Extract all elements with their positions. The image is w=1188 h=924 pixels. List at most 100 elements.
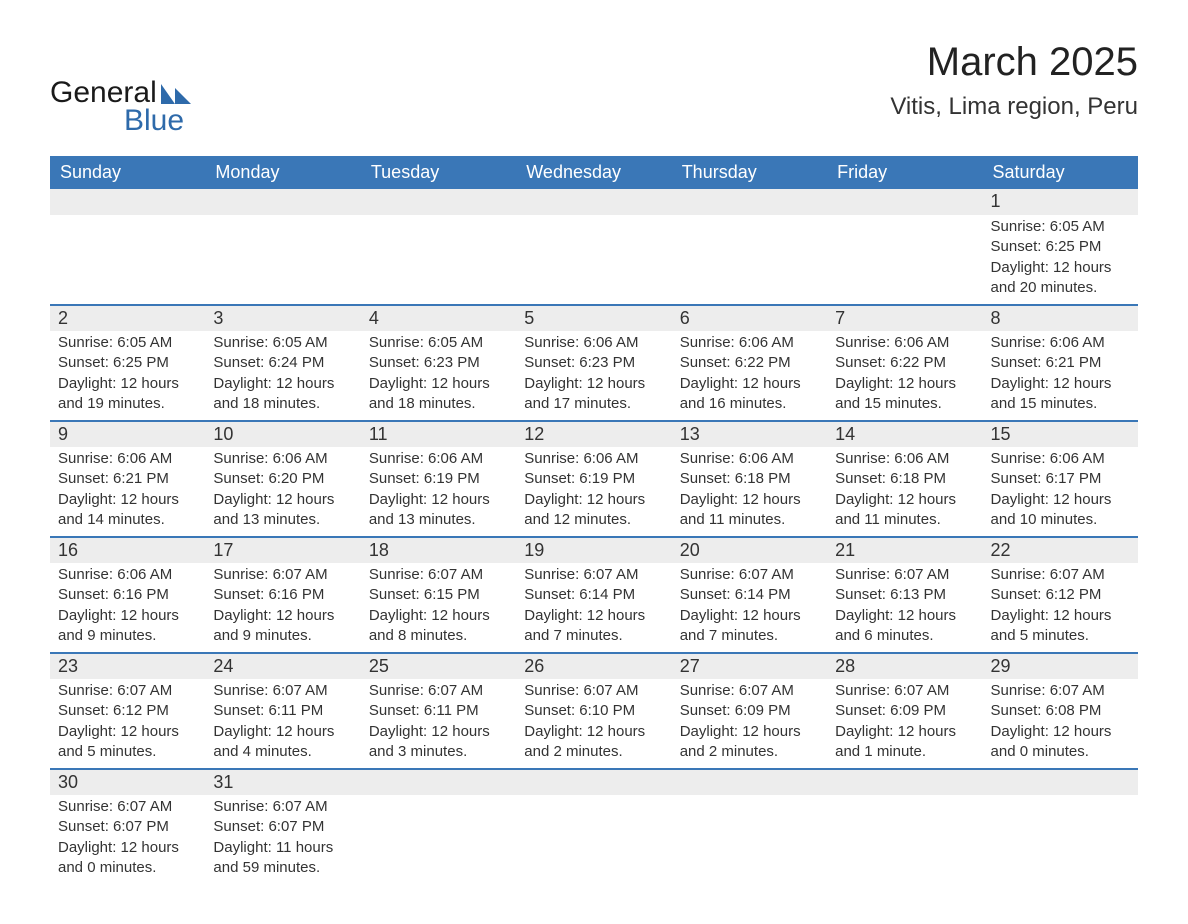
sunrise-text: Sunrise: 6:07 AM [58, 681, 197, 701]
detail-row: Sunrise: 6:05 AMSunset: 6:25 PMDaylight:… [50, 215, 1138, 305]
day-number-cell: 2 [50, 305, 205, 331]
daylight-text: Daylight: 12 hours and 11 minutes. [835, 490, 974, 531]
day-number-cell: 14 [827, 421, 982, 447]
daylight-text: Daylight: 12 hours and 19 minutes. [58, 374, 197, 415]
sunset-text: Sunset: 6:19 PM [369, 469, 508, 489]
day-detail-cell: Sunrise: 6:07 AMSunset: 6:08 PMDaylight:… [983, 679, 1138, 769]
sunrise-text: Sunrise: 6:06 AM [524, 449, 663, 469]
sunrise-text: Sunrise: 6:07 AM [524, 565, 663, 585]
sunrise-text: Sunrise: 6:06 AM [835, 333, 974, 353]
sunrise-text: Sunrise: 6:05 AM [369, 333, 508, 353]
sunset-text: Sunset: 6:13 PM [835, 585, 974, 605]
weekday-header: Thursday [672, 156, 827, 189]
brand-logo: General Blue [50, 76, 191, 138]
sunrise-text: Sunrise: 6:07 AM [680, 565, 819, 585]
detail-row: Sunrise: 6:05 AMSunset: 6:25 PMDaylight:… [50, 331, 1138, 421]
day-number-cell: 16 [50, 537, 205, 563]
day-detail-cell [50, 215, 205, 305]
day-number-cell: 1 [983, 189, 1138, 215]
weekday-header: Tuesday [361, 156, 516, 189]
sunset-text: Sunset: 6:25 PM [991, 237, 1130, 257]
day-detail-cell [516, 795, 671, 884]
day-detail-cell: Sunrise: 6:07 AMSunset: 6:11 PMDaylight:… [361, 679, 516, 769]
sunrise-text: Sunrise: 6:06 AM [58, 565, 197, 585]
sunset-text: Sunset: 6:22 PM [680, 353, 819, 373]
sunset-text: Sunset: 6:07 PM [58, 817, 197, 837]
day-detail-cell: Sunrise: 6:07 AMSunset: 6:12 PMDaylight:… [50, 679, 205, 769]
day-number-cell: 27 [672, 653, 827, 679]
day-number-cell: 17 [205, 537, 360, 563]
sunrise-text: Sunrise: 6:07 AM [524, 681, 663, 701]
title-block: March 2025 Vitis, Lima region, Peru [890, 40, 1138, 121]
sunrise-text: Sunrise: 6:06 AM [991, 333, 1130, 353]
calendar-table: Sunday Monday Tuesday Wednesday Thursday… [50, 156, 1138, 884]
daylight-text: Daylight: 11 hours and 59 minutes. [213, 838, 352, 879]
sunrise-text: Sunrise: 6:07 AM [991, 565, 1130, 585]
day-number-cell [827, 769, 982, 795]
daylight-text: Daylight: 12 hours and 18 minutes. [213, 374, 352, 415]
daylight-text: Daylight: 12 hours and 12 minutes. [524, 490, 663, 531]
day-number-cell: 19 [516, 537, 671, 563]
sunrise-text: Sunrise: 6:06 AM [680, 333, 819, 353]
sunset-text: Sunset: 6:11 PM [213, 701, 352, 721]
day-number-cell: 8 [983, 305, 1138, 331]
day-detail-cell: Sunrise: 6:07 AMSunset: 6:13 PMDaylight:… [827, 563, 982, 653]
sunrise-text: Sunrise: 6:07 AM [991, 681, 1130, 701]
daylight-text: Daylight: 12 hours and 1 minute. [835, 722, 974, 763]
day-number-cell: 30 [50, 769, 205, 795]
day-detail-cell: Sunrise: 6:07 AMSunset: 6:09 PMDaylight:… [827, 679, 982, 769]
sunrise-text: Sunrise: 6:06 AM [58, 449, 197, 469]
location-subtitle: Vitis, Lima region, Peru [890, 93, 1138, 121]
day-detail-cell [516, 215, 671, 305]
day-detail-cell: Sunrise: 6:05 AMSunset: 6:25 PMDaylight:… [983, 215, 1138, 305]
sunset-text: Sunset: 6:20 PM [213, 469, 352, 489]
day-detail-cell: Sunrise: 6:06 AMSunset: 6:19 PMDaylight:… [516, 447, 671, 537]
weekday-header: Friday [827, 156, 982, 189]
day-number-cell: 6 [672, 305, 827, 331]
daynum-row: 3031 [50, 769, 1138, 795]
brand-flag-icon [161, 82, 191, 104]
daylight-text: Daylight: 12 hours and 17 minutes. [524, 374, 663, 415]
day-number-cell: 10 [205, 421, 360, 447]
day-number-cell: 22 [983, 537, 1138, 563]
sunrise-text: Sunrise: 6:05 AM [991, 217, 1130, 237]
sunset-text: Sunset: 6:17 PM [991, 469, 1130, 489]
sunset-text: Sunset: 6:22 PM [835, 353, 974, 373]
day-number-cell: 9 [50, 421, 205, 447]
sunset-text: Sunset: 6:10 PM [524, 701, 663, 721]
sunset-text: Sunset: 6:15 PM [369, 585, 508, 605]
day-detail-cell [672, 215, 827, 305]
day-detail-cell [361, 215, 516, 305]
day-detail-cell: Sunrise: 6:07 AMSunset: 6:11 PMDaylight:… [205, 679, 360, 769]
daylight-text: Daylight: 12 hours and 16 minutes. [680, 374, 819, 415]
day-detail-cell: Sunrise: 6:06 AMSunset: 6:17 PMDaylight:… [983, 447, 1138, 537]
sunset-text: Sunset: 6:09 PM [680, 701, 819, 721]
day-number-cell: 15 [983, 421, 1138, 447]
sunset-text: Sunset: 6:14 PM [680, 585, 819, 605]
day-number-cell: 5 [516, 305, 671, 331]
day-number-cell [983, 769, 1138, 795]
day-detail-cell: Sunrise: 6:06 AMSunset: 6:19 PMDaylight:… [361, 447, 516, 537]
day-number-cell [516, 769, 671, 795]
day-detail-cell: Sunrise: 6:05 AMSunset: 6:25 PMDaylight:… [50, 331, 205, 421]
day-detail-cell: Sunrise: 6:07 AMSunset: 6:10 PMDaylight:… [516, 679, 671, 769]
sunrise-text: Sunrise: 6:07 AM [680, 681, 819, 701]
day-detail-cell: Sunrise: 6:06 AMSunset: 6:20 PMDaylight:… [205, 447, 360, 537]
day-detail-cell: Sunrise: 6:06 AMSunset: 6:21 PMDaylight:… [983, 331, 1138, 421]
daynum-row: 1 [50, 189, 1138, 215]
sunrise-text: Sunrise: 6:05 AM [58, 333, 197, 353]
day-number-cell [672, 769, 827, 795]
daylight-text: Daylight: 12 hours and 5 minutes. [58, 722, 197, 763]
detail-row: Sunrise: 6:07 AMSunset: 6:12 PMDaylight:… [50, 679, 1138, 769]
sunset-text: Sunset: 6:24 PM [213, 353, 352, 373]
day-detail-cell: Sunrise: 6:06 AMSunset: 6:18 PMDaylight:… [827, 447, 982, 537]
sunrise-text: Sunrise: 6:07 AM [213, 797, 352, 817]
daylight-text: Daylight: 12 hours and 15 minutes. [991, 374, 1130, 415]
sunrise-text: Sunrise: 6:07 AM [213, 565, 352, 585]
day-number-cell: 7 [827, 305, 982, 331]
sunset-text: Sunset: 6:21 PM [58, 469, 197, 489]
day-detail-cell: Sunrise: 6:07 AMSunset: 6:09 PMDaylight:… [672, 679, 827, 769]
daylight-text: Daylight: 12 hours and 13 minutes. [369, 490, 508, 531]
daylight-text: Daylight: 12 hours and 18 minutes. [369, 374, 508, 415]
day-number-cell: 21 [827, 537, 982, 563]
